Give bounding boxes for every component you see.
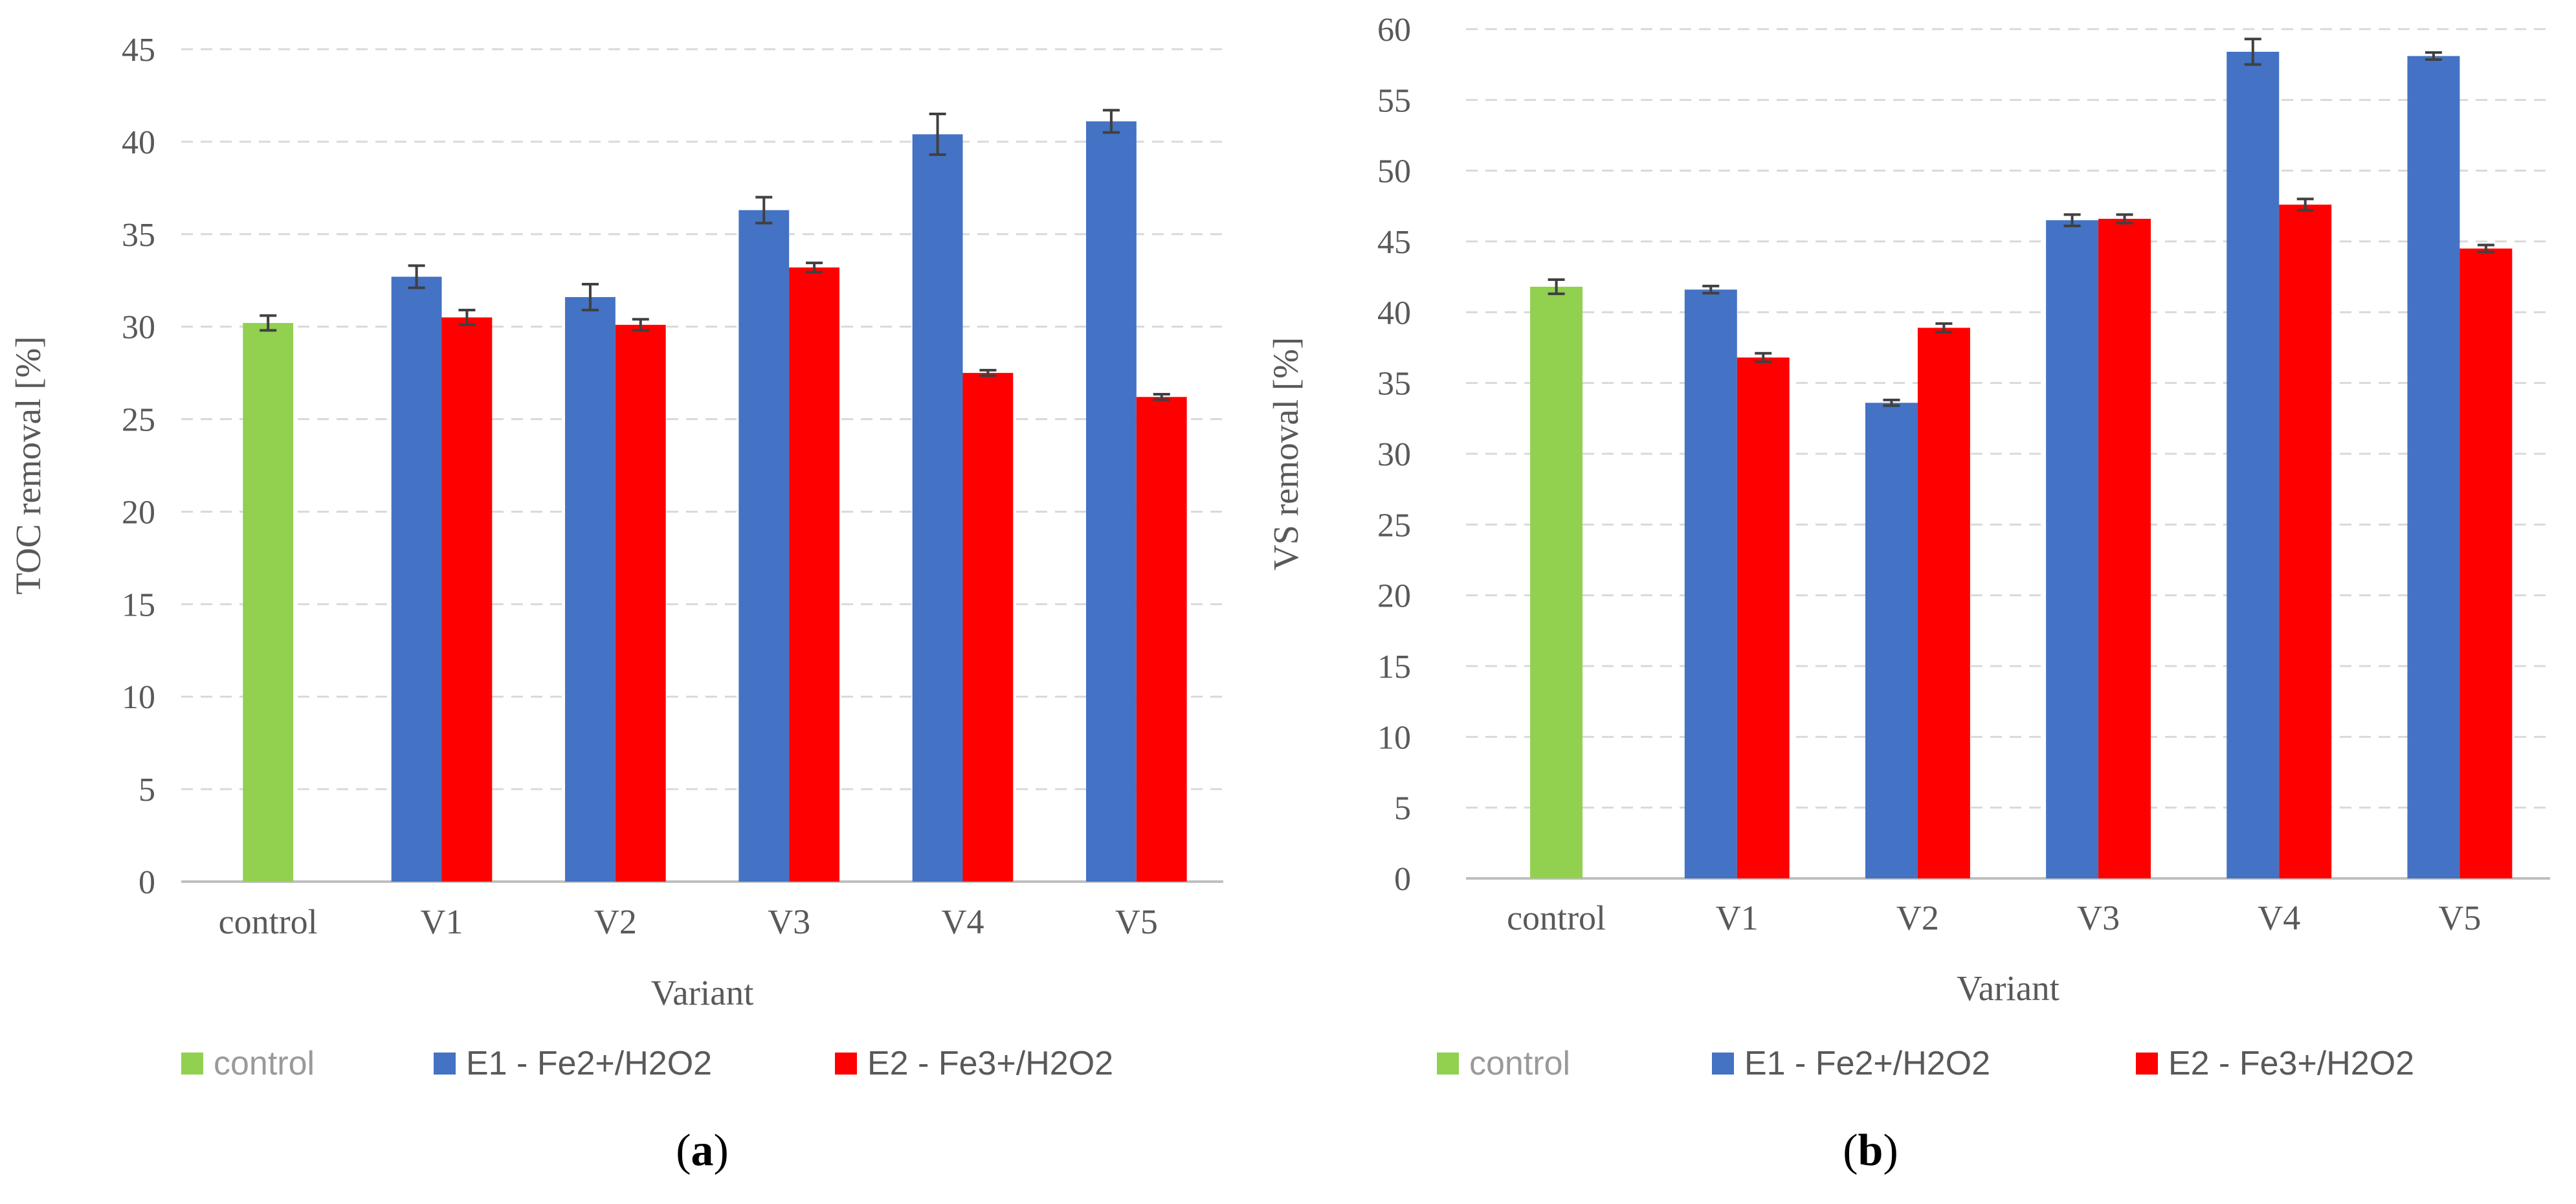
y-tick-label: 10 xyxy=(1377,719,1411,756)
x-tick-label: V5 xyxy=(2438,898,2481,937)
y-tick-label: 35 xyxy=(1377,366,1411,403)
legend-label-e2: E2 - Fe3+/H2O2 xyxy=(2168,1045,2414,1082)
bar-e1-v2 xyxy=(565,296,616,882)
y-tick-label: 55 xyxy=(1377,82,1411,119)
x-tick-label: V1 xyxy=(421,902,463,941)
bar-e2-v2 xyxy=(1917,328,1970,878)
legend-label-control: control xyxy=(1469,1045,1570,1082)
x-tick-label: V4 xyxy=(942,902,984,941)
bar-e2-v5 xyxy=(2459,248,2513,878)
y-tick-label: 45 xyxy=(122,32,155,69)
y-tick-label: 45 xyxy=(1377,224,1411,261)
x-tick-label: control xyxy=(1507,898,1606,937)
panel-label: (b) xyxy=(1843,1126,1898,1176)
bar-e2-v4 xyxy=(962,373,1014,882)
y-tick-label: 20 xyxy=(1377,578,1411,615)
legend-swatch-e1 xyxy=(1712,1053,1734,1075)
x-tick-label: V2 xyxy=(594,902,637,941)
bar-e1-v1 xyxy=(391,276,442,882)
x-tick-label: V4 xyxy=(2258,898,2300,937)
x-tick-label: V5 xyxy=(1115,902,1158,941)
legend-swatch-control xyxy=(181,1053,203,1075)
y-tick-label: 35 xyxy=(122,217,155,254)
bar-e1-v2 xyxy=(1865,403,1918,878)
y-tick-label: 30 xyxy=(1377,436,1411,473)
bar-e1-v1 xyxy=(1684,289,1737,878)
bar-e1-v4 xyxy=(912,134,963,882)
y-axis-title: VS removal [%] xyxy=(1266,337,1305,570)
x-tick-label: V1 xyxy=(1716,898,1759,937)
x-tick-label: V3 xyxy=(768,902,810,941)
legend-label-e2: E2 - Fe3+/H2O2 xyxy=(867,1045,1113,1082)
bar-e1-v5 xyxy=(1086,121,1137,882)
chart-panel-b: 0 5 10 15 20 25 30 35 40 45 50 55 60 control V1 V2 V3 V4 V… xyxy=(1266,12,2550,1176)
x-tick-label: control xyxy=(219,902,318,941)
bar-e2-v5 xyxy=(1136,397,1187,882)
bar-e2-v3 xyxy=(789,267,839,882)
bar-e2-v2 xyxy=(615,324,666,882)
bar-e2-v4 xyxy=(2279,205,2332,878)
x-axis-title: Variant xyxy=(1957,968,2060,1008)
y-tick-label: 20 xyxy=(122,494,155,531)
y-tick-label: 15 xyxy=(122,586,155,623)
bar-e1-v5 xyxy=(2407,56,2460,879)
legend-label-e1: E1 - Fe2+/H2O2 xyxy=(466,1045,712,1082)
legend-label-e1: E1 - Fe2+/H2O2 xyxy=(1744,1045,1990,1082)
y-tick-label: 25 xyxy=(1377,507,1411,544)
legend-swatch-e2 xyxy=(2136,1053,2158,1075)
bar-e1-v4 xyxy=(2226,51,2280,878)
y-tick-label: 30 xyxy=(122,309,155,346)
x-tick-label: V3 xyxy=(2077,898,2120,937)
y-tick-label: 5 xyxy=(139,772,155,808)
y-tick-label: 15 xyxy=(1377,649,1411,686)
chart-panel-a: 0 5 10 15 20 25 30 35 40 45 control V1 V2 V3 V4 V5 TOC r… xyxy=(8,32,1223,1176)
legend-label-control: control xyxy=(214,1045,315,1082)
y-tick-label: 0 xyxy=(1394,861,1411,898)
bar-e1-v3 xyxy=(738,210,790,882)
legend-swatch-e2 xyxy=(835,1053,857,1075)
y-tick-label: 0 xyxy=(139,864,155,901)
bar-control-control xyxy=(243,322,294,882)
y-tick-label: 60 xyxy=(1377,12,1411,49)
bar-e2-v1 xyxy=(441,317,493,882)
x-axis-title: Variant xyxy=(651,973,754,1012)
y-tick-label: 40 xyxy=(122,124,155,161)
bar-e1-v3 xyxy=(2046,220,2099,878)
y-axis-title: TOC removal [%] xyxy=(8,336,48,594)
y-tick-label: 5 xyxy=(1394,790,1411,827)
bar-control-control xyxy=(1530,286,1583,878)
legend-swatch-control xyxy=(1437,1053,1459,1075)
y-tick-label: 50 xyxy=(1377,153,1411,190)
y-tick-label: 10 xyxy=(122,679,155,716)
y-tick-label: 25 xyxy=(122,402,155,439)
panel-label: (a) xyxy=(676,1126,729,1176)
legend-swatch-e1 xyxy=(434,1053,456,1075)
bar-e2-v3 xyxy=(2098,219,2151,879)
y-tick-label: 40 xyxy=(1377,295,1411,331)
x-tick-label: V2 xyxy=(1896,898,1939,937)
bar-e2-v1 xyxy=(1737,357,1790,878)
